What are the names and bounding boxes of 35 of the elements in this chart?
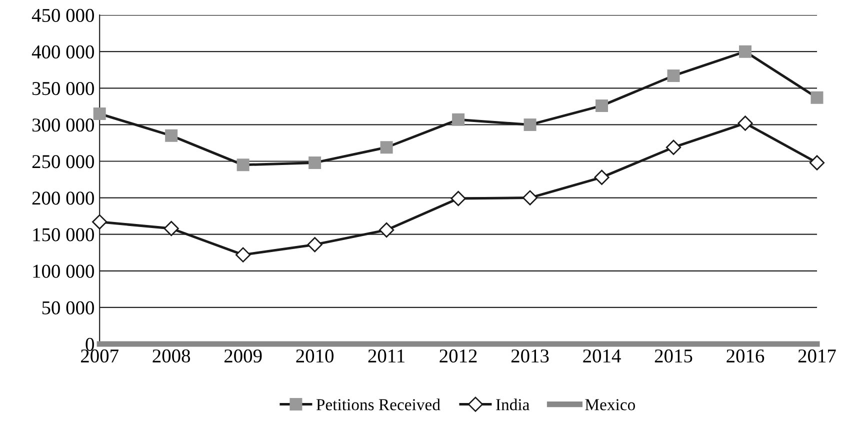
legend-label: India [496,398,530,410]
point [378,222,394,238]
point [236,247,251,262]
x-tick-label: 2014 [583,349,621,363]
x-tick-label: 2013 [511,349,549,363]
x-tick-label: 2007 [81,349,118,363]
x-tick-label: 2017 [798,349,836,363]
y-tick-label: 300 000 [32,118,94,132]
x-tick-label: 2012 [440,349,477,363]
x-tick-label: 2010 [296,349,334,363]
point [92,214,108,230]
y-tick-label: 0 [86,338,94,351]
y-tick-label: 350 000 [32,82,94,96]
point [738,116,753,131]
x-tick-label: 2015 [654,349,692,363]
y-tick-label: 250 000 [32,155,94,168]
y-tick-label: 150 000 [33,228,94,242]
x-tick-label: 2008 [152,349,190,363]
point [809,155,825,170]
point [307,237,322,252]
y-tick-label: 100 000 [33,264,94,278]
x-tick-label: 2016 [726,349,764,363]
point [594,170,610,185]
point [522,190,538,206]
y-tick-label: 400 000 [32,45,94,59]
point [450,190,466,206]
y-tick-label: 200 000 [32,192,94,205]
y-tick-label: 450 000 [32,8,94,22]
y-tick-label: 50 000 [42,301,94,314]
point [164,220,179,236]
point [666,140,682,155]
x-tick-label: 2011 [368,349,404,363]
legend-label: Mexico [585,399,635,410]
legend-label: Petitions Received [316,398,440,410]
x-tick-label: 2009 [224,349,262,363]
